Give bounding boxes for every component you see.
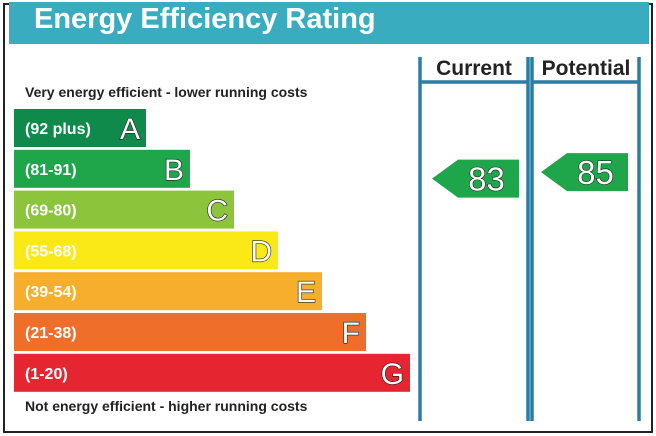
band-g-letter: G <box>381 358 404 391</box>
potential-column-header: Potential <box>542 57 631 80</box>
band-f-range: (21-38) <box>25 325 77 342</box>
bottom-note: Not energy efficient - higher running co… <box>25 398 308 414</box>
band-e-bar <box>14 272 322 311</box>
band-b-range: (81-91) <box>25 162 77 179</box>
band-e-letter: E <box>296 276 316 309</box>
band-d-range: (55-68) <box>25 243 77 260</box>
band-a-bar <box>14 109 146 147</box>
band-f-letter: F <box>342 317 360 350</box>
top-note: Very energy efficient - lower running co… <box>25 84 308 100</box>
band-d-bar <box>14 231 278 270</box>
band-e-range: (39-54) <box>25 284 77 301</box>
rating-markers: 83 85 <box>432 153 628 198</box>
band-g-bar <box>14 353 410 392</box>
column-frames <box>418 57 641 421</box>
chart-title: Energy Efficiency Rating <box>34 3 376 35</box>
band-b-letter: B <box>164 154 184 187</box>
rating-bands: (92 plus) A (81-91) B (69-80) C (55-68) D (39-54… <box>14 109 410 392</box>
band-g-range: (1-20) <box>25 366 68 383</box>
band-a-range: (92 plus) <box>25 121 91 138</box>
band-f-bar <box>14 313 366 351</box>
band-c-bar <box>14 190 234 229</box>
band-a-letter: A <box>120 113 140 146</box>
current-column-header: Current <box>436 57 512 80</box>
potential-rating-arrow <box>541 153 628 192</box>
current-rating-arrow <box>432 159 519 198</box>
current-rating-value: 83 <box>468 161 505 198</box>
title-bar <box>9 2 649 44</box>
band-c-range: (69-80) <box>25 203 77 220</box>
potential-rating-value: 85 <box>577 154 614 191</box>
band-b-bar <box>14 149 190 188</box>
band-d-letter: D <box>250 235 272 268</box>
band-c-letter: C <box>206 195 228 228</box>
